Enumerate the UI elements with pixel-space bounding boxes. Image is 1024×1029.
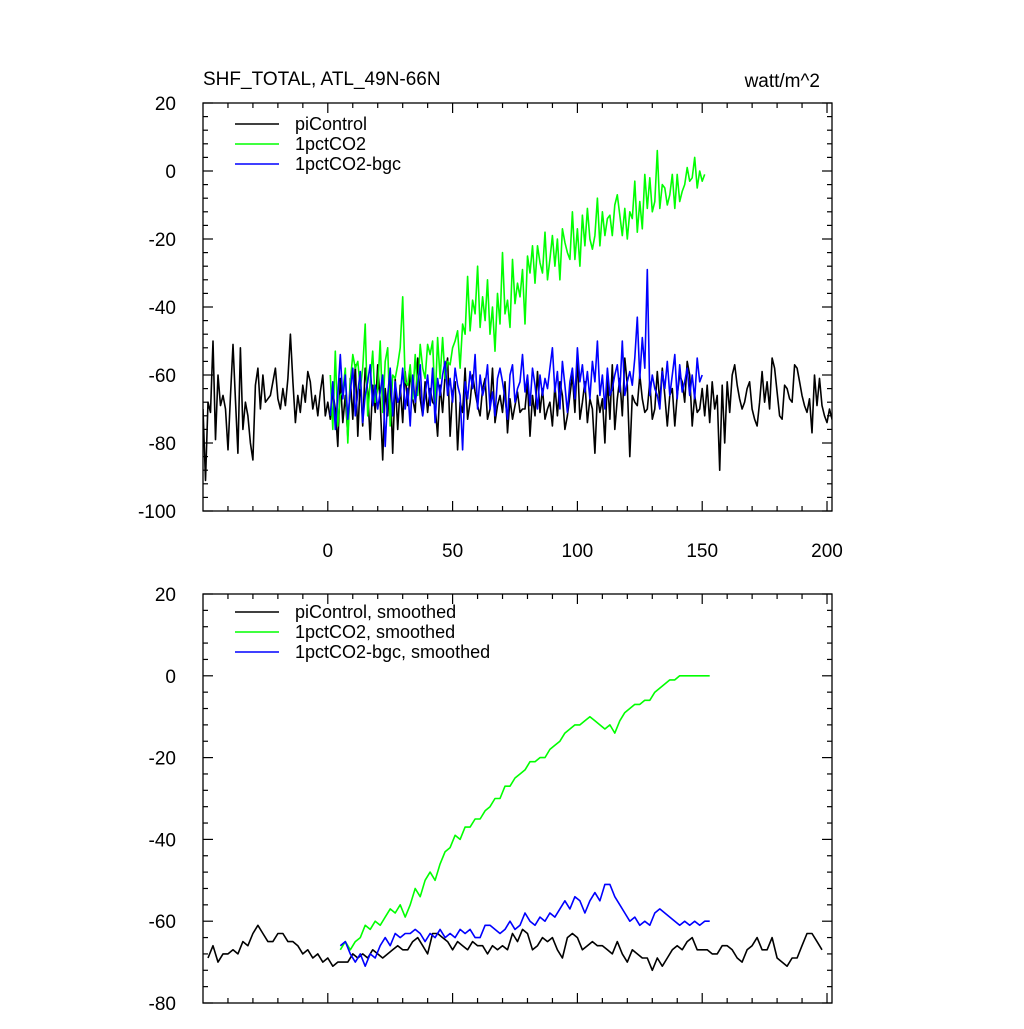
x-tick-label: 50 <box>442 541 463 562</box>
series-line-picontrol-smoothed <box>207 924 823 972</box>
y-tick-label: -40 <box>149 298 176 319</box>
x-tick-label: 200 <box>811 541 843 562</box>
chart-title: SHF_TOTAL, ATL_49N-66N <box>203 69 441 90</box>
x-tick-label: 0 <box>323 541 334 562</box>
plot-frame <box>202 593 833 1004</box>
y-tick-label: 20 <box>155 585 176 606</box>
y-tick-label: -40 <box>149 830 176 851</box>
y-tick-label: 0 <box>165 667 176 688</box>
legend-label: piControl <box>295 114 367 134</box>
x-tick-label: 150 <box>686 541 718 562</box>
y-tick-label: -20 <box>149 230 176 251</box>
legend-label: piControl, smoothed <box>295 602 456 622</box>
legend-label: 1pctCO2 <box>295 134 366 154</box>
legend-label: 1pctCO2, smoothed <box>295 622 455 642</box>
y-tick-label: -100 <box>138 502 176 523</box>
series-line-1pctco2-smoothed <box>339 674 710 951</box>
y-tick-label: -60 <box>149 366 176 387</box>
series-line-1pctco2-bgc <box>329 268 703 451</box>
series-line-1pctco2-bgc-smoothed <box>339 883 710 968</box>
y-tick-label: -20 <box>149 749 176 770</box>
units-label: watt/m^2 <box>744 71 820 92</box>
y-tick-label: -80 <box>149 994 176 1015</box>
legend-label: 1pctCO2-bgc, smoothed <box>295 642 490 662</box>
y-tick-label: 20 <box>155 94 176 115</box>
y-tick-label: -80 <box>149 434 176 455</box>
series-group <box>207 674 823 972</box>
series-group <box>203 149 832 482</box>
y-tick-label: -60 <box>149 912 176 933</box>
series-line-picontrol <box>203 333 832 482</box>
x-tick-label: 100 <box>562 541 594 562</box>
legend-label: 1pctCO2-bgc <box>295 154 401 174</box>
y-tick-label: 0 <box>165 162 176 183</box>
series-line-1pctco2 <box>329 149 706 444</box>
